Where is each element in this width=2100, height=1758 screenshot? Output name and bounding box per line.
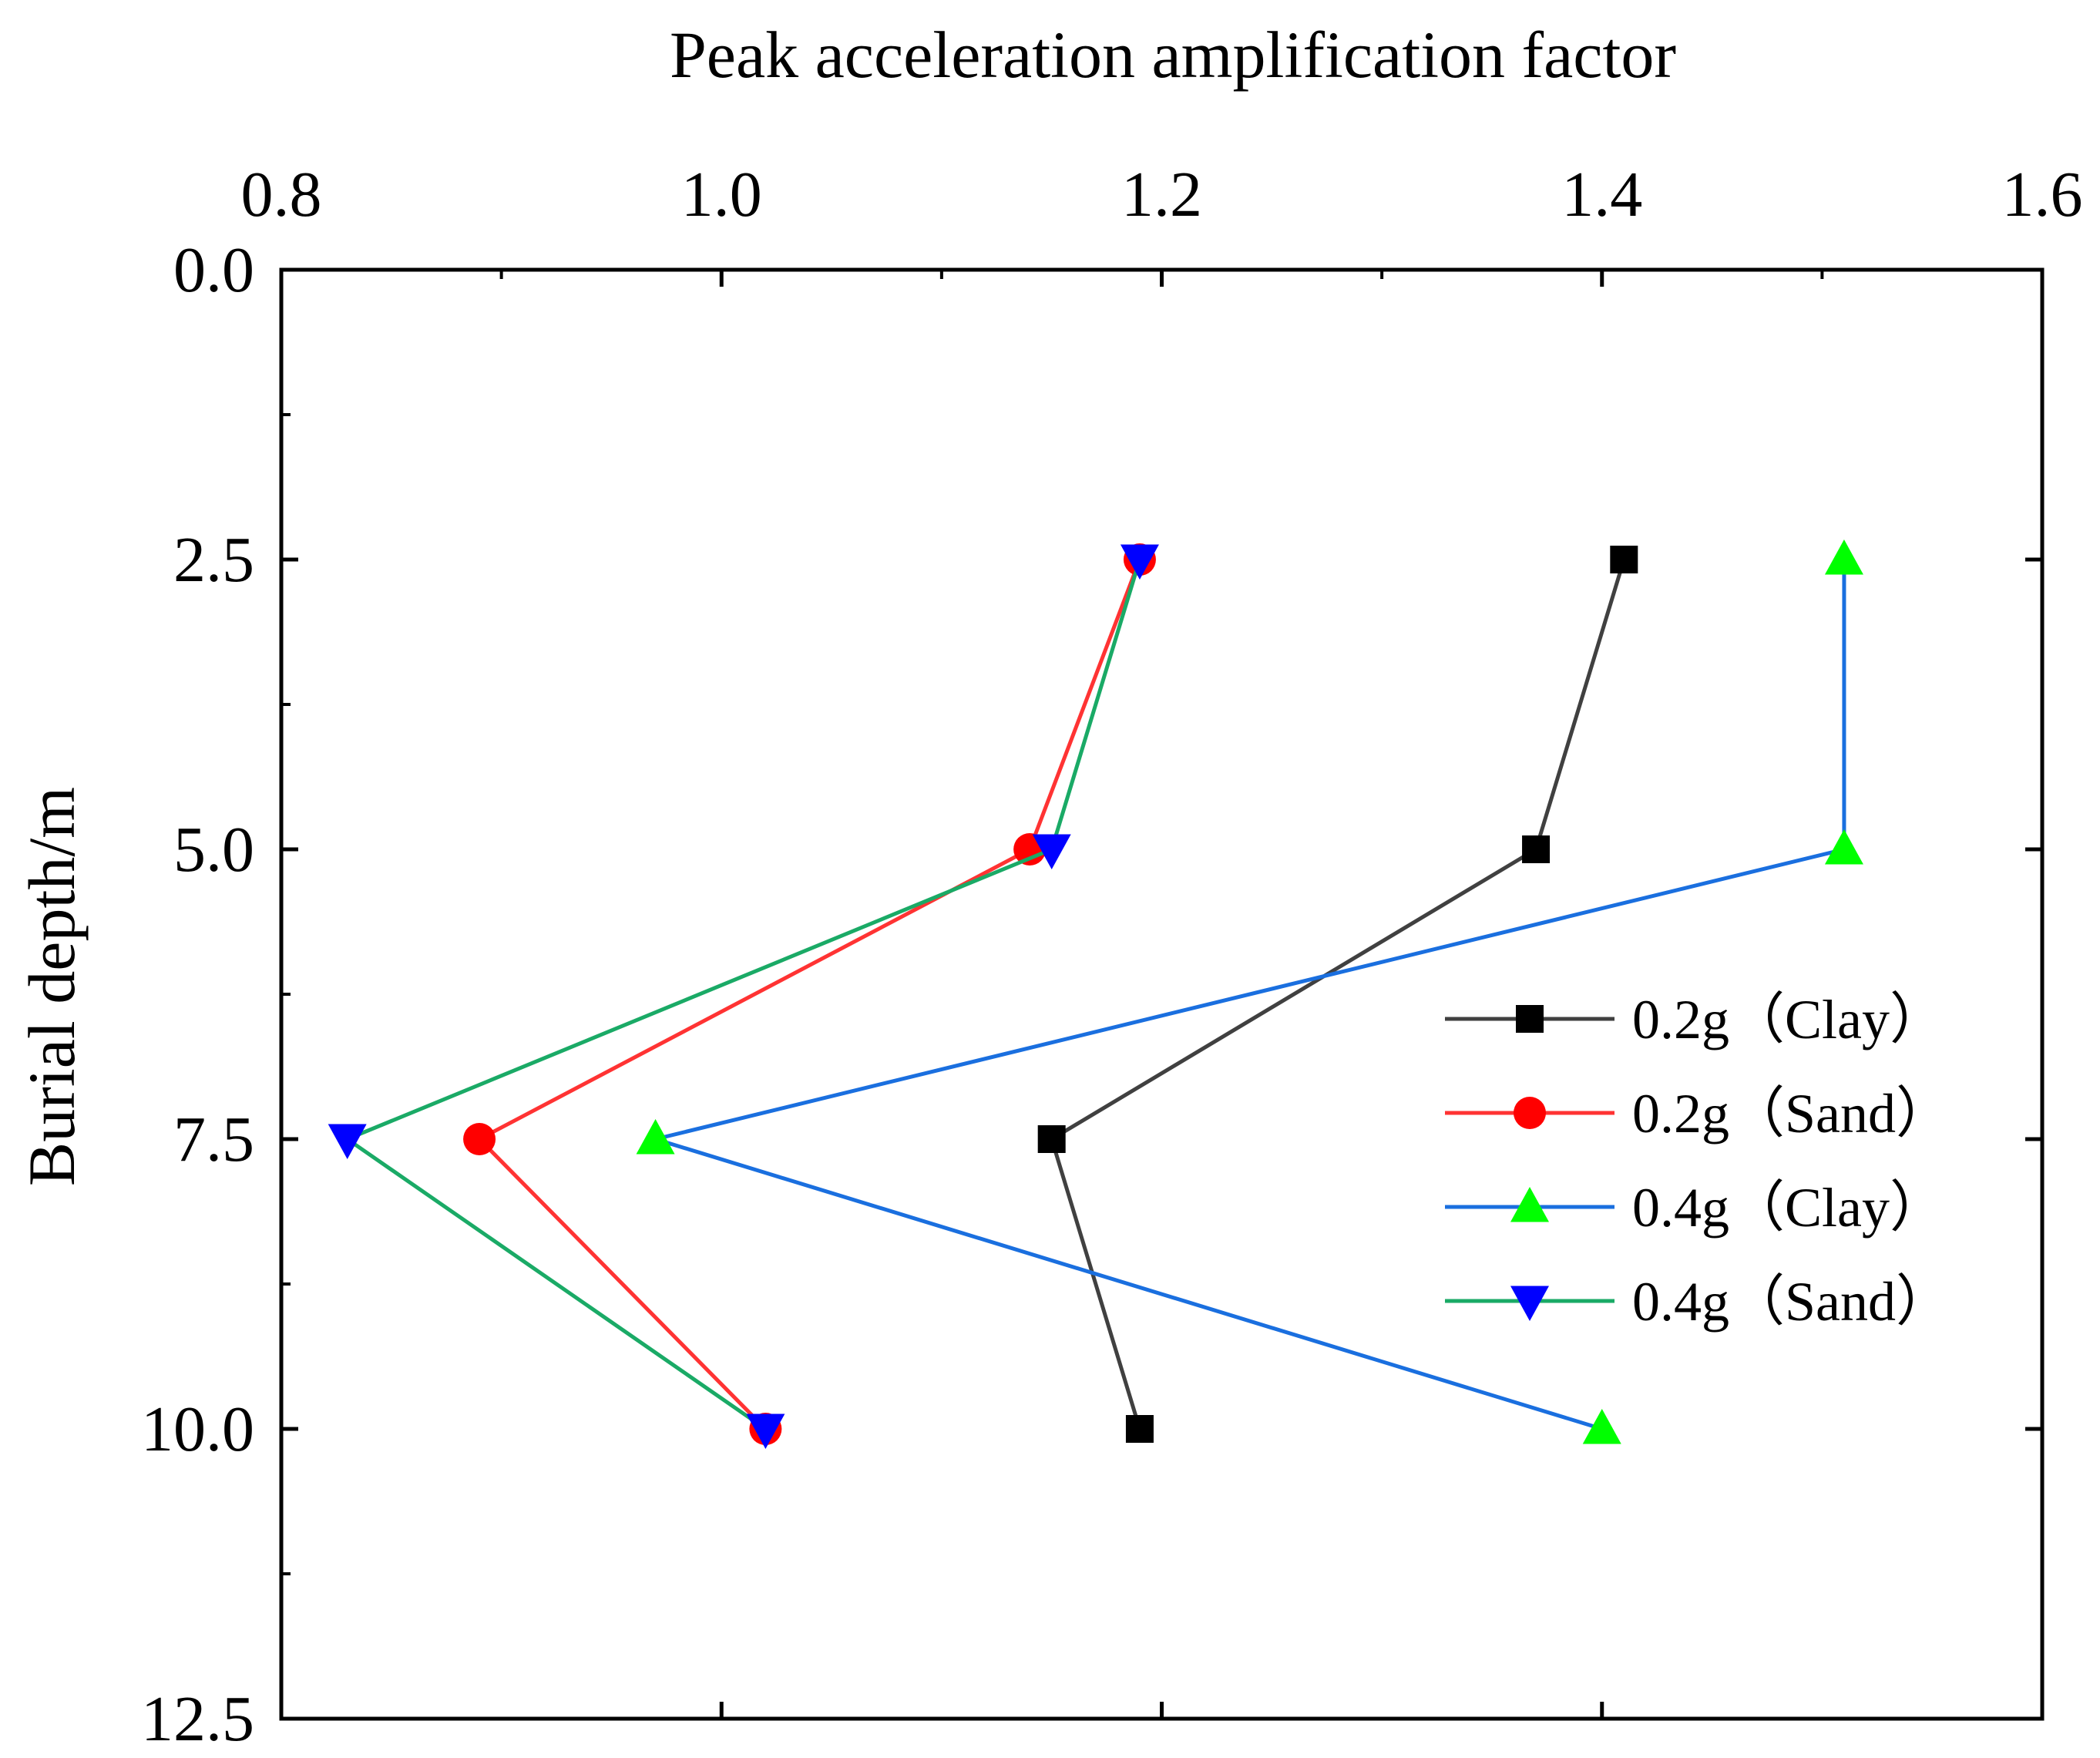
- data-point: [1032, 834, 1071, 869]
- data-point: [1824, 829, 1863, 865]
- data-point: [1522, 835, 1551, 863]
- x-tick-label: 1.6: [2002, 159, 2083, 230]
- series-2: [463, 543, 1156, 1445]
- legend: 0.2g（Clay） 0.2g（Sand） 0.4g（Clay） 0.4g（Sand）: [1445, 989, 1951, 1333]
- legend-marker: [1514, 1097, 1546, 1129]
- axes-layer: 0.8 1.0 1.2 1.4 1.6 0.0 2.5 5.0 7.5 10.0 12.5: [141, 159, 2083, 1755]
- y-tick-label: 5.0: [173, 814, 254, 886]
- x-tick-label: 1.4: [1561, 159, 1642, 230]
- legend-entry: 0.4g（Sand）: [1445, 1271, 1951, 1333]
- data-point: [746, 1413, 785, 1449]
- y-tick-label: 7.5: [173, 1104, 254, 1175]
- x-tick-label: 1.2: [1121, 159, 1202, 230]
- y-tick-label: 10.0: [141, 1393, 254, 1465]
- data-point: [1120, 544, 1159, 580]
- data-point: [636, 1119, 675, 1155]
- x-axis-title: Peak acceleration amplification factor: [670, 18, 1676, 92]
- legend-marker: [1510, 1286, 1549, 1321]
- data-point: [328, 1124, 367, 1159]
- x-tick-label: 0.8: [241, 159, 322, 230]
- legend-marker: [1516, 1005, 1544, 1033]
- legend-label: 0.2g（Clay）: [1632, 989, 1945, 1050]
- legend-label: 0.4g（Sand）: [1632, 1271, 1951, 1333]
- data-point: [1610, 546, 1638, 573]
- legend-entry: 0.4g（Clay）: [1445, 1177, 1945, 1239]
- legend-label: 0.4g（Clay）: [1632, 1177, 1945, 1239]
- legend-entry: 0.2g（Clay）: [1445, 989, 1945, 1050]
- y-tick-label: 2.5: [173, 524, 254, 596]
- series-line: [475, 559, 1142, 1430]
- data-point: [463, 1123, 496, 1155]
- legend-entry: 0.2g（Sand）: [1445, 1083, 1951, 1145]
- legend-marker: [1510, 1187, 1549, 1222]
- series-4: [328, 544, 1159, 1449]
- data-point: [1582, 1409, 1621, 1444]
- series-3: [636, 540, 1863, 1444]
- series-1: [1037, 546, 1638, 1443]
- data-point: [1037, 1125, 1066, 1153]
- data-point: [1824, 540, 1863, 575]
- y-axis-title: Burial depth/m: [15, 787, 89, 1186]
- y-tick-label: 0.0: [173, 234, 254, 306]
- y-tick-label: 12.5: [141, 1683, 254, 1755]
- series-line: [343, 559, 1142, 1431]
- legend-label: 0.2g（Sand）: [1632, 1083, 1951, 1145]
- x-tick-label: 1.0: [681, 159, 762, 230]
- series-line: [648, 560, 1846, 1431]
- data-point: [1125, 1415, 1154, 1443]
- series-layer: [328, 540, 1863, 1449]
- series-line: [1049, 559, 1626, 1430]
